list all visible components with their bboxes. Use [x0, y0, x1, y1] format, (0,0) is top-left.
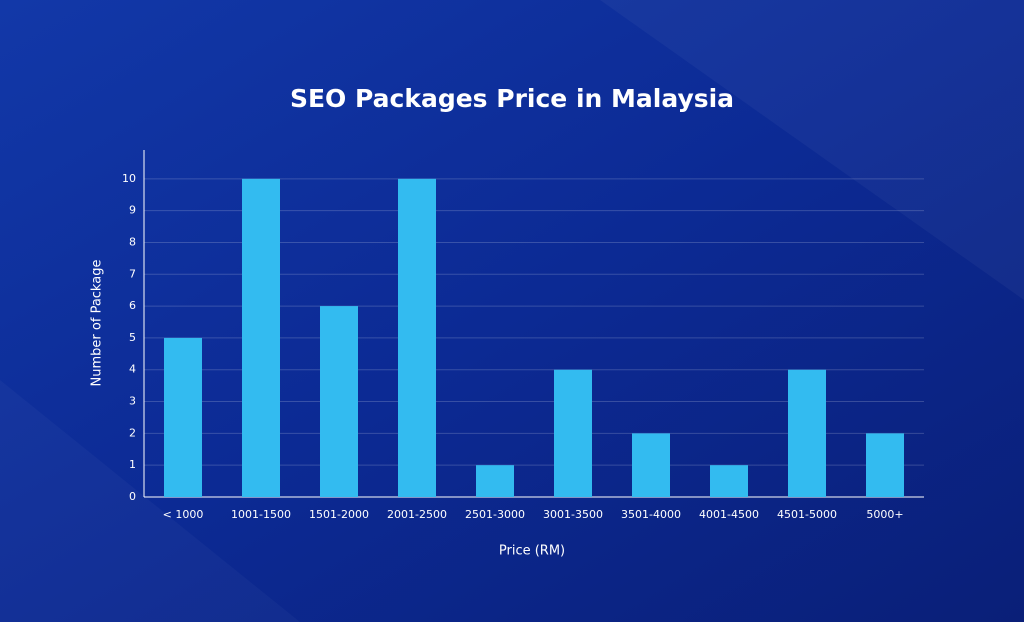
y-tick-label: 2	[129, 426, 136, 439]
y-tick-label: 0	[129, 490, 136, 503]
x-tick-label: 4501-5000	[777, 508, 837, 521]
bar	[632, 433, 670, 497]
y-tick-label: 5	[129, 331, 136, 344]
bar	[866, 433, 904, 497]
bar	[398, 178, 436, 497]
x-tick-label: 4001-4500	[699, 508, 759, 521]
bar	[788, 369, 826, 497]
y-tick-label: 1	[129, 458, 136, 471]
x-tick-label: 2001-2500	[387, 508, 447, 521]
bar	[554, 369, 592, 497]
bar	[164, 337, 202, 497]
decor	[600, 0, 1024, 300]
x-tick-label: 3001-3500	[543, 508, 603, 521]
y-tick-label: 4	[129, 363, 136, 376]
x-tick-label: 1001-1500	[231, 508, 291, 521]
y-tick-label: 9	[129, 204, 136, 217]
chart-title: SEO Packages Price in Malaysia	[290, 84, 734, 113]
y-tick-label: 7	[129, 267, 136, 280]
x-tick-label: 5000+	[866, 508, 903, 521]
y-axis-label: Number of Package	[90, 260, 105, 387]
x-tick-label: 2501-3000	[465, 508, 525, 521]
x-axis-label: Price (RM)	[499, 544, 565, 559]
bar	[476, 465, 514, 497]
x-tick-label: < 1000	[163, 508, 204, 521]
y-tick-label: 6	[129, 299, 136, 312]
x-tick-label: 3501-4000	[621, 508, 681, 521]
bar	[320, 306, 358, 497]
x-tick-label: 1501-2000	[309, 508, 369, 521]
y-tick-label: 10	[122, 172, 136, 185]
bar	[710, 465, 748, 497]
bar	[242, 178, 280, 497]
y-tick-label: 8	[129, 235, 136, 248]
y-tick-label: 3	[129, 395, 136, 408]
